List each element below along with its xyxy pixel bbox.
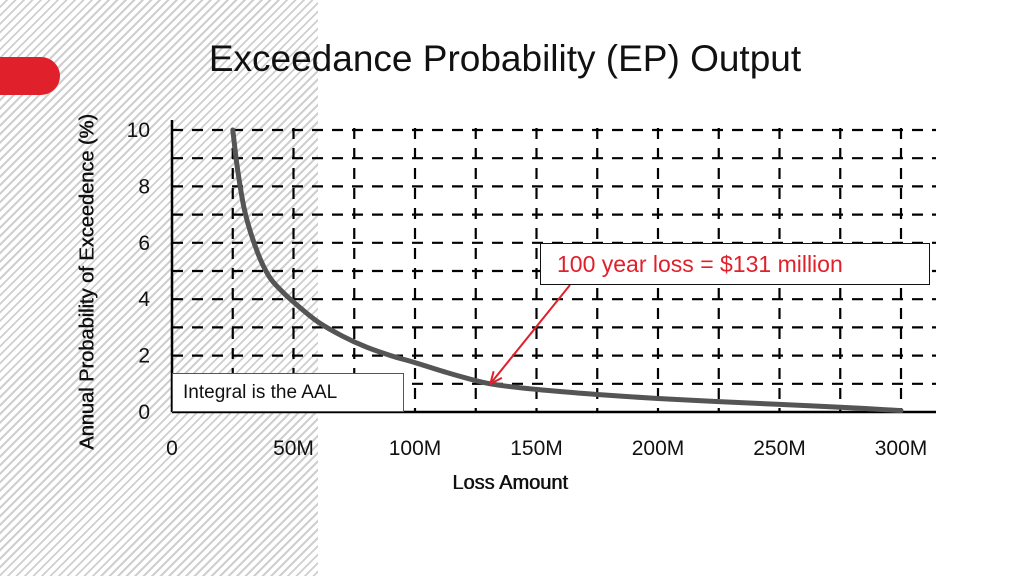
y-tick-label: 10 (127, 119, 150, 142)
aal-note: Integral is the AAL (172, 373, 404, 412)
callout-arrow-head (488, 370, 503, 386)
x-tick-label: 50M (273, 437, 314, 460)
callout-arrow-line (489, 284, 571, 385)
x-tick-label: 300M (875, 437, 928, 460)
y-tick-label: 6 (138, 232, 150, 255)
y-tick-label: 4 (138, 288, 150, 311)
x-tick-label: 250M (753, 437, 806, 460)
x-tick-label: 100M (389, 437, 442, 460)
hundred-year-loss-callout: 100 year loss = $131 million (540, 243, 930, 285)
y-tick-label: 2 (138, 345, 150, 368)
x-axis-label: Loss Amount (452, 472, 568, 494)
red-accent-tab (0, 57, 60, 95)
x-tick-label: 0 (166, 437, 178, 460)
y-tick-label: 8 (138, 175, 150, 198)
y-tick-label: 0 (138, 401, 150, 424)
y-axis-label: Annual Probability of Exceedence (%) (76, 114, 99, 450)
hatched-background-panel (0, 0, 318, 576)
x-tick-label: 200M (632, 437, 685, 460)
ep-curve-line (230, 127, 904, 414)
chart-title: Exceedance Probability (EP) Output (208, 38, 802, 79)
x-tick-label: 150M (510, 437, 563, 460)
